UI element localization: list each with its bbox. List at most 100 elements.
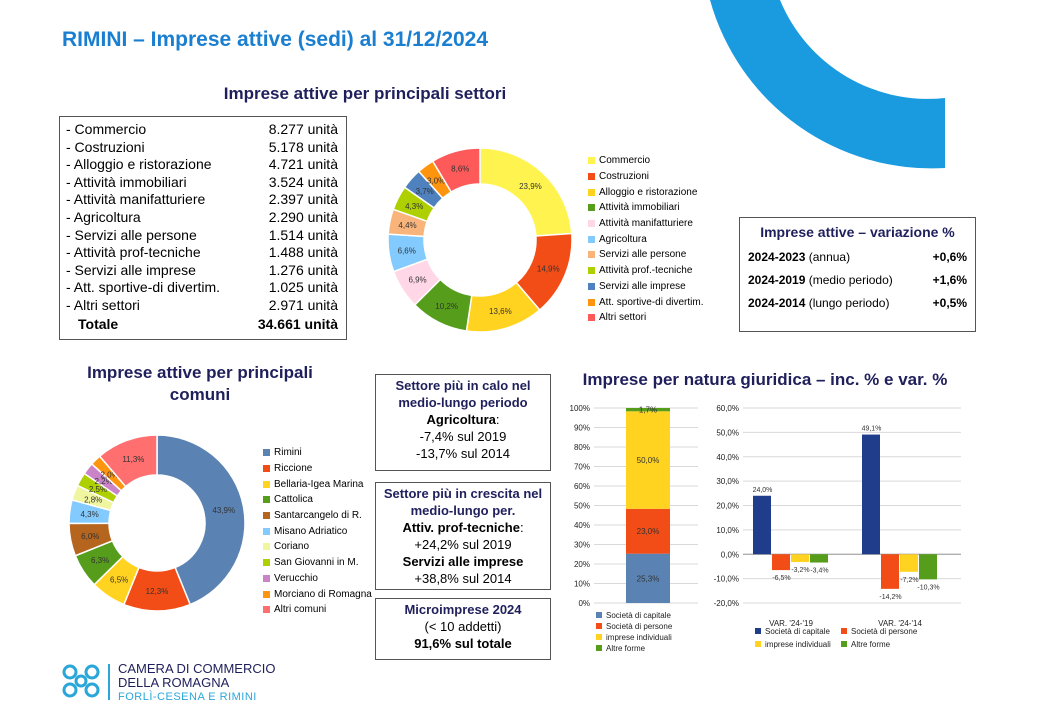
growth-box: Settore più in crescita nel medio-lungo … (375, 482, 551, 590)
sector-row-label: - Attività manifatturiere (66, 191, 206, 208)
micro-box: Microimprese 2024 (< 10 addetti) 91,6% s… (375, 598, 551, 660)
legend-item: Agricoltura (588, 231, 703, 247)
y-tick-label: 0% (578, 599, 590, 608)
legend-label: Servizi alle imprese (599, 280, 686, 292)
legend-item: Costruzioni (588, 169, 703, 185)
legend-swatch (596, 612, 602, 618)
sector-row-label: - Servizi alle persone (66, 226, 197, 243)
y-tick-label: 20,0% (716, 502, 739, 511)
bar-value-label: -3,2% (791, 567, 809, 574)
sector-row: - Agricoltura 2.290 unità (66, 209, 338, 227)
legend-swatch (263, 480, 270, 488)
donut-slice-label: 4,4% (398, 221, 416, 230)
sector-row: - Servizi alle imprese 1.276 unità (66, 262, 338, 280)
legend-label: Att. sportive-di divertim. (599, 296, 704, 308)
y-tick-label: 30,0% (716, 477, 739, 486)
sectors-total-value: 34.661 unità (257, 315, 338, 332)
logo-line2: DELLA ROMAGNA (118, 675, 230, 690)
legend-swatch (596, 645, 602, 651)
legend-swatch (263, 559, 270, 567)
legal-stacked-chart: 0% 10% 20% 30% 40% 50% 60% 70% 80% 90% 100% 25,3% 23… (570, 404, 698, 653)
variation-period-group: 2024-2019 (medio periodo) (748, 273, 893, 287)
legend-label: Attività immobiliari (599, 202, 680, 214)
y-tick-label: 30% (574, 541, 590, 550)
sector-row-value: 1.514 unità (268, 226, 338, 243)
legend-item: Verucchio (263, 571, 372, 587)
variation-period-group: 2024-2023 (annua) (748, 250, 850, 264)
donut-slice-label: 2,5% (89, 485, 107, 494)
legend-swatch (841, 628, 847, 634)
donut-slice-label: 23,9% (519, 182, 542, 191)
legend-label: Altri settori (599, 312, 647, 324)
bar-value-label: 50,0% (637, 456, 660, 465)
variation-value: +0,6% (932, 250, 967, 264)
legend-swatch (755, 641, 761, 647)
donut-slice-label: 4,3% (405, 202, 423, 211)
legend-swatch (588, 157, 595, 165)
growth-line2: +38,8% sul 2014 (414, 571, 512, 586)
legend-swatch (263, 527, 270, 535)
legend-item: Morciano di Romagna (263, 586, 372, 602)
legend-swatch (263, 465, 270, 473)
micro-line2: 91,6% sul totale (414, 636, 512, 651)
legend-label: Misano Adriatico (274, 525, 348, 537)
variation-box: Imprese attive – variazione % 2024-2023 … (739, 217, 976, 332)
legend-label: Bellaria-Igea Marina (274, 478, 364, 490)
legend-swatch (588, 314, 595, 322)
legend-swatch (841, 641, 847, 647)
logo-line1: CAMERA DI COMMERCIO (118, 661, 276, 676)
sector-donut-chart: 23,9% 14,9% 13,6% 10,2% 6,9% 6,6% 4,4% 4,3% 3,7%… (387, 147, 573, 333)
chamber-logo-icon (62, 664, 100, 698)
variation-title: Imprese attive – variazione % (760, 224, 955, 240)
growth-sector2: Servizi alle imprese (402, 554, 524, 569)
decline-box: Settore più in calo nel medio-lungo peri… (375, 374, 551, 471)
sector-row-label: - Att. sportive-di divertim. (66, 279, 221, 296)
sector-row-value: 1.025 unità (268, 279, 338, 296)
sector-row-value: 2.290 unità (268, 208, 338, 225)
decline-line1: -7,4% sul 2019 (419, 429, 507, 444)
legend-item: Servizi alle imprese (588, 279, 703, 295)
sector-row: - Alloggio e ristorazione 4.721 unità (66, 156, 338, 174)
variation-period: 2024-2023 (748, 250, 806, 264)
legend-item: Coriano (263, 539, 372, 555)
donut-slice-label: 3,0% (427, 176, 445, 185)
y-tick-label: -20,0% (714, 599, 739, 608)
micro-line1: (< 10 addetti) (424, 619, 502, 634)
decline-line2: -13,7% sul 2014 (416, 446, 510, 461)
variation-row: 2024-2014 (lungo periodo) +0,5% (748, 296, 967, 310)
donut-slice-label: 2,8% (84, 495, 102, 504)
variation-bar (772, 554, 790, 571)
sector-row-label: - Altri settori (66, 296, 140, 313)
sector-row-value: 3.524 unità (268, 173, 338, 190)
donut-slice (431, 147, 481, 193)
legend-label: Altre forme (606, 644, 646, 653)
variation-note: (lungo periodo) (805, 296, 890, 310)
legend-swatch (263, 496, 270, 504)
legend-label: Commercio (599, 155, 651, 167)
legend-label: Società di persone (851, 627, 918, 636)
legend-label: Attività prof.-tecniche (599, 265, 693, 277)
legend-label: imprese individuali (606, 633, 672, 642)
bar-value-label: 1,7% (639, 406, 657, 415)
legend-item: Altri settori (588, 310, 703, 326)
municipality-donut-chart: 43,9% 12,3% 6,5% 6,3% 6,0% 4,3% 2,8%2,5%2,2%2,… (68, 434, 246, 612)
legend-swatch (588, 298, 595, 306)
legend-label: Cattolica (274, 494, 313, 506)
legend-item: Bellaria-Igea Marina (263, 476, 372, 492)
y-tick-label: 60% (574, 482, 590, 491)
bar-value-label: -3,4% (810, 568, 828, 575)
donut-slice-label: 6,6% (398, 247, 416, 256)
y-tick-label: 50% (574, 502, 590, 511)
legend-swatch (588, 235, 595, 243)
page-title: RIMINI – Imprese attive (sedi) al 31/12/… (62, 28, 489, 51)
donut-slice-label: 11,3% (122, 455, 144, 464)
donut-slice-label: 6,5% (110, 576, 128, 585)
x-tick-label: VAR. '24-'19 (769, 619, 813, 628)
legend-label: Rimini (274, 447, 302, 459)
growth-sector1: Attiv. prof-tecniche (402, 520, 520, 535)
sector-row-label: - Agricoltura (66, 208, 141, 225)
legend-item: Attività immobiliari (588, 200, 703, 216)
sector-row: - Attività immobiliari 3.524 unità (66, 174, 338, 192)
legend-item: Riccione (263, 461, 372, 477)
bar-value-label: 23,0% (637, 527, 660, 536)
